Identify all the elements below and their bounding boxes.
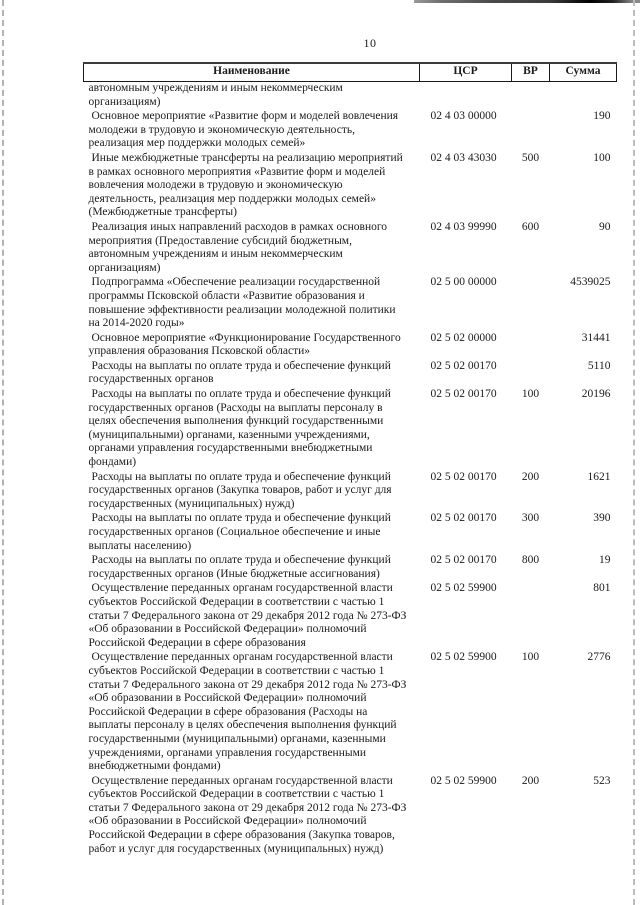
row-sum: 31441 [581, 331, 611, 344]
table-row: Подпрограмма «Обеспечение реализации гос… [84, 276, 617, 331]
row-name: Расходы на выплаты по оплате труда и обе… [88, 388, 391, 469]
scan-artifact-top-bar [414, 0, 640, 3]
row-name: Расходы на выплаты по оплате труда и обе… [88, 359, 391, 386]
column-header-sum: Сумма [549, 62, 617, 82]
table-row: Осуществление переданных органам государ… [84, 651, 617, 774]
table-row: автономным учреждениям и иным некоммерче… [84, 82, 617, 111]
table-body: автономным учреждениям и иным некоммерче… [84, 82, 617, 858]
table-row: Реализация иных направлений расходов в р… [84, 221, 617, 276]
row-vr [512, 582, 550, 651]
row-vr: 600 [521, 220, 540, 233]
row-name: Иные межбюджетные трансферты на реализац… [88, 151, 403, 219]
budget-table: Наименование ЦСР ВР Сумма автономным учр… [83, 62, 617, 857]
table-row: Осуществление переданных органам государ… [84, 582, 617, 651]
row-sum: 1621 [587, 470, 611, 483]
row-sum: 19 [599, 554, 611, 567]
row-sum: 90 [599, 220, 611, 233]
row-sum: 100 [593, 151, 611, 164]
table-row: Основное мероприятие «Функционирование Г… [84, 332, 617, 360]
row-sum: 523 [593, 774, 611, 787]
table-row: Расходы на выплаты по оплате труда и обе… [84, 360, 617, 388]
scan-artifact-right-edge [633, 0, 635, 905]
row-name: Осуществление переданных органам государ… [88, 774, 407, 855]
row-csr: 02 5 02 59900 [430, 774, 497, 787]
row-sum: 390 [593, 512, 611, 525]
table-row: Расходы на выплаты по оплате труда и обе… [84, 512, 617, 554]
row-vr: 200 [521, 774, 540, 787]
row-sum: 190 [593, 110, 611, 123]
table-row: Расходы на выплаты по оплате труда и обе… [84, 388, 617, 471]
row-csr: 02 5 02 59900 [430, 651, 497, 664]
row-name: Расходы на выплаты по оплате труда и обе… [88, 554, 391, 580]
row-name: Основное мероприятие «Функционирование Г… [88, 331, 401, 358]
table-row: Расходы на выплаты по оплате труда и обе… [84, 471, 617, 513]
row-csr: 02 5 02 00170 [430, 359, 497, 372]
row-name: автономным учреждениям и иным некоммерче… [88, 82, 343, 108]
row-vr [512, 332, 550, 360]
table-row: Расходы на выплаты по оплате труда и обе… [84, 554, 617, 582]
row-name: Осуществление переданных органам государ… [88, 651, 407, 773]
row-vr [512, 360, 550, 388]
row-vr: 300 [521, 512, 540, 525]
row-csr: 02 4 03 00000 [430, 110, 497, 123]
row-sum: 4539025 [570, 276, 611, 289]
row-csr: 02 4 03 99990 [430, 220, 497, 233]
row-vr: 500 [521, 151, 540, 164]
column-header-vr: ВР [511, 62, 550, 82]
column-header-csr: ЦСР [419, 62, 512, 82]
row-name: Расходы на выплаты по оплате труда и обе… [88, 512, 391, 552]
budget-table-grid: Наименование ЦСР ВР Сумма автономным учр… [83, 62, 617, 857]
row-csr: 02 5 02 00170 [430, 388, 497, 401]
row-vr: 100 [521, 388, 540, 401]
row-vr: 100 [521, 651, 540, 664]
row-name: Основное мероприятие «Развитие форм и мо… [88, 110, 399, 150]
row-sum: 801 [593, 582, 611, 595]
row-name: Расходы на выплаты по оплате труда и обе… [88, 470, 392, 510]
row-sum: 5110 [587, 359, 611, 372]
row-csr: 02 5 02 00000 [430, 331, 497, 344]
row-csr: 02 5 02 59900 [430, 582, 497, 595]
page-number: 10 [363, 36, 377, 50]
row-vr [512, 82, 550, 111]
table-row: Иные межбюджетные трансферты на реализац… [84, 152, 617, 221]
row-csr: 02 5 00 00000 [430, 276, 497, 289]
row-name: Реализация иных направлений расходов в р… [88, 220, 388, 274]
row-csr [420, 82, 512, 111]
table-row: Основное мероприятие «Развитие форм и мо… [84, 110, 617, 152]
row-sum: 20196 [581, 388, 611, 401]
table-header: Наименование ЦСР ВР Сумма [83, 62, 617, 82]
row-sum: 2776 [587, 651, 611, 664]
table-row: Осуществление переданных органам государ… [84, 775, 617, 858]
row-vr [512, 276, 550, 331]
row-csr: 02 4 03 43030 [430, 151, 497, 164]
row-name: Осуществление переданных органам государ… [88, 582, 407, 649]
row-vr: 800 [521, 554, 540, 567]
row-sum [550, 82, 617, 111]
column-header-name: Наименование [83, 62, 420, 82]
row-vr: 200 [521, 470, 540, 483]
row-csr: 02 5 02 00170 [430, 554, 497, 567]
row-vr [512, 110, 550, 152]
scan-artifact-left-edge [2, 0, 4, 905]
row-csr: 02 5 02 00170 [430, 470, 497, 483]
row-csr: 02 5 02 00170 [430, 512, 497, 525]
row-name: Подпрограмма «Обеспечение реализации гос… [88, 276, 396, 330]
